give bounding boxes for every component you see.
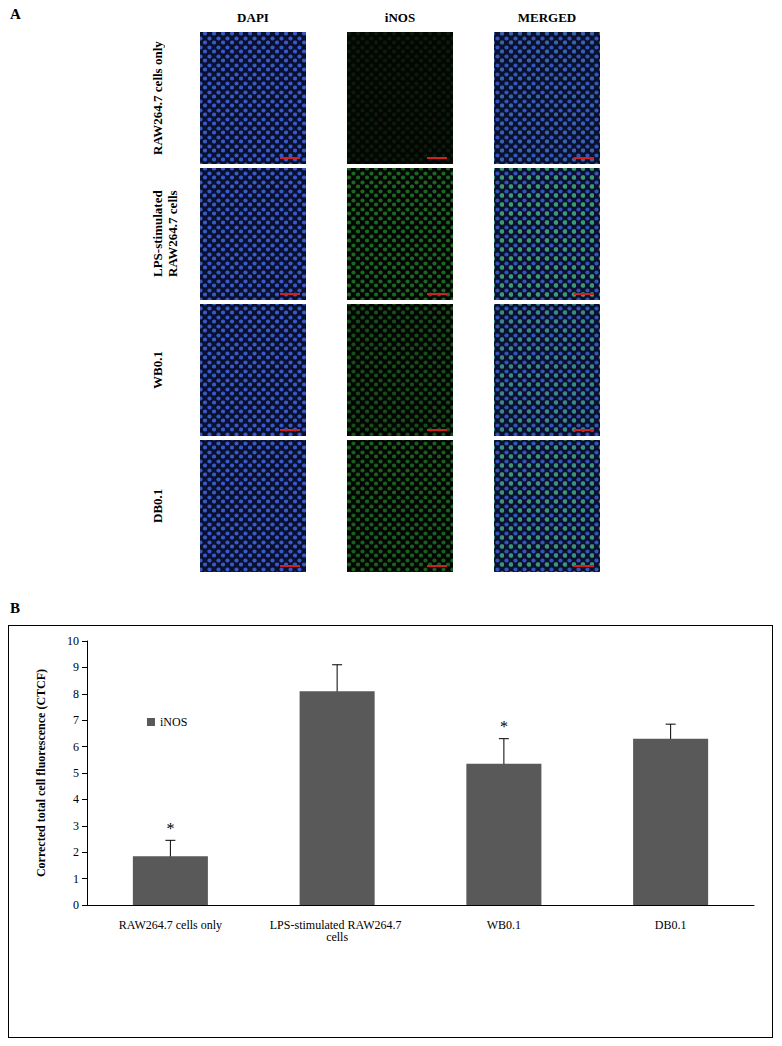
svg-text:*: *	[166, 820, 174, 837]
svg-text:3: 3	[73, 819, 79, 833]
html-text:WB0.1: WB0.1	[150, 351, 165, 389]
svg-text:0: 0	[73, 898, 79, 912]
svg-text:8: 8	[73, 687, 79, 701]
html-text:iNOS: iNOS	[384, 10, 416, 25]
svg-text:iNOS: iNOS	[160, 715, 187, 729]
html-text:DB0.1: DB0.1	[150, 488, 165, 524]
svg-text:WB0.1: WB0.1	[487, 918, 521, 932]
html-text:LPS-stimulated RAW264.7 cells: LPS-stimulated RAW264.7 cells	[150, 190, 180, 278]
svg-text:cells: cells	[326, 930, 348, 944]
svg-text:7: 7	[73, 713, 79, 727]
svg-text:9: 9	[73, 660, 79, 674]
html-text:DAPI: DAPI	[237, 10, 269, 25]
svg-text:10: 10	[67, 634, 79, 648]
svg-text:Corrected total cell fluoresce: Corrected total cell fluorescence (CTCF)	[34, 669, 48, 877]
svg-text:6: 6	[73, 740, 79, 754]
svg-text:4: 4	[73, 792, 79, 806]
svg-text:LPS-stimulated RAW264.7: LPS-stimulated RAW264.7	[269, 918, 405, 932]
svg-text:2: 2	[73, 845, 79, 859]
html-text:A: A	[10, 6, 21, 22]
html-text:MERGED: MERGED	[517, 10, 577, 25]
html-text:B: B	[10, 600, 20, 616]
html-text:RAW264.7 cells only: RAW264.7 cells only	[150, 41, 165, 155]
svg-text:RAW264.7 cells only: RAW264.7 cells only	[119, 918, 222, 932]
svg-text:1: 1	[73, 872, 79, 886]
svg-text:*: *	[500, 718, 508, 735]
svg-text:DB0.1: DB0.1	[655, 918, 687, 932]
svg-text:5: 5	[73, 766, 79, 780]
